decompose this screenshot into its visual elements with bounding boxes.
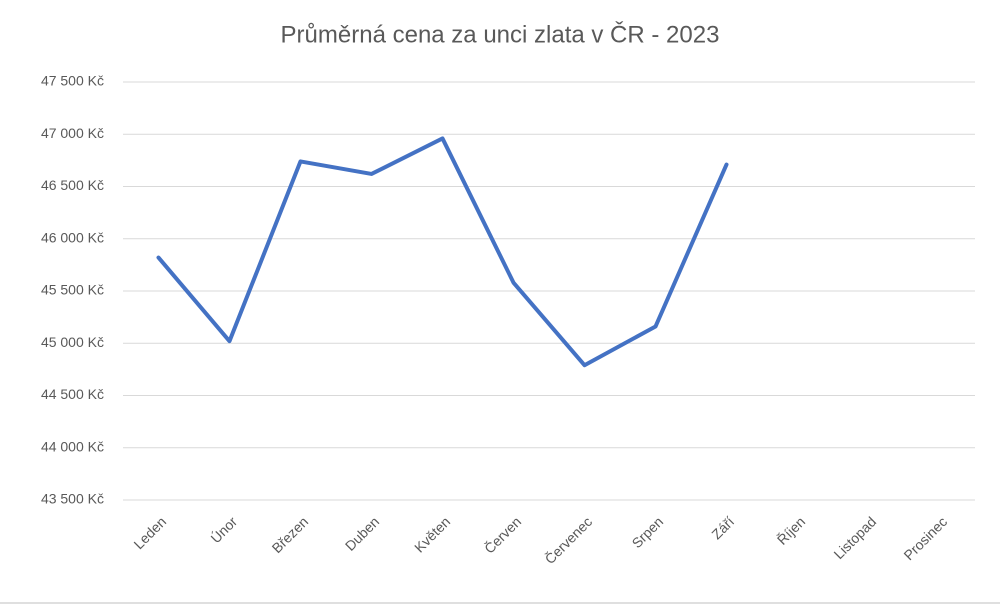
- y-tick-label: 47 500 Kč: [41, 73, 104, 89]
- y-tick-label: 45 000 Kč: [41, 334, 104, 350]
- data-line: [156, 136, 729, 368]
- y-tick-label: 45 500 Kč: [41, 282, 104, 298]
- y-tick-label: 44 000 Kč: [41, 438, 104, 454]
- y-tick-label: 44 500 Kč: [41, 386, 104, 402]
- y-tick-label: 46 500 Kč: [41, 177, 104, 193]
- y-tick-label: 46 000 Kč: [41, 229, 104, 245]
- y-tick-label: 43 500 Kč: [41, 491, 104, 507]
- chart-title: Průměrná cena za unci zlata v ČR - 2023: [281, 20, 720, 48]
- y-tick-label: 47 000 Kč: [41, 125, 104, 141]
